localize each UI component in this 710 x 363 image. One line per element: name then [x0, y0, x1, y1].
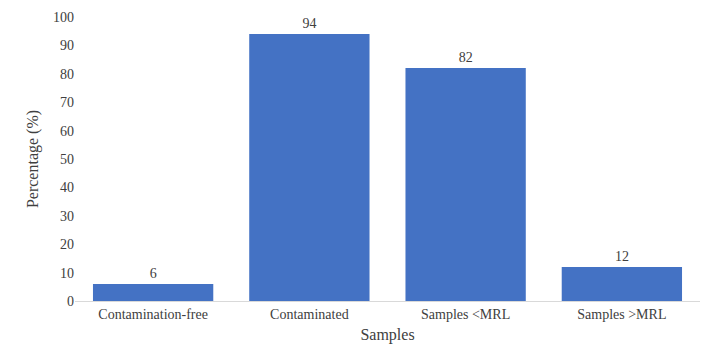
- svg-text:20: 20: [60, 237, 74, 252]
- svg-text:40: 40: [60, 180, 74, 195]
- svg-text:70: 70: [60, 95, 74, 110]
- svg-text:12: 12: [615, 249, 629, 264]
- svg-text:94: 94: [302, 16, 316, 31]
- svg-text:Contamination-free: Contamination-free: [98, 307, 208, 322]
- svg-text:Samples >MRL: Samples >MRL: [577, 307, 666, 322]
- svg-text:6: 6: [150, 266, 157, 281]
- svg-text:0: 0: [67, 294, 74, 309]
- svg-text:Samples <MRL: Samples <MRL: [421, 307, 510, 322]
- svg-text:Samples: Samples: [360, 326, 414, 344]
- svg-text:Percentage (%): Percentage (%): [24, 110, 42, 208]
- svg-text:100: 100: [53, 10, 74, 25]
- svg-text:60: 60: [60, 124, 74, 139]
- svg-text:Contaminated: Contaminated: [270, 307, 349, 322]
- svg-text:80: 80: [60, 67, 74, 82]
- svg-text:10: 10: [60, 266, 74, 281]
- svg-text:82: 82: [459, 50, 473, 65]
- svg-text:90: 90: [60, 38, 74, 53]
- svg-text:30: 30: [60, 209, 74, 224]
- svg-text:50: 50: [60, 152, 74, 167]
